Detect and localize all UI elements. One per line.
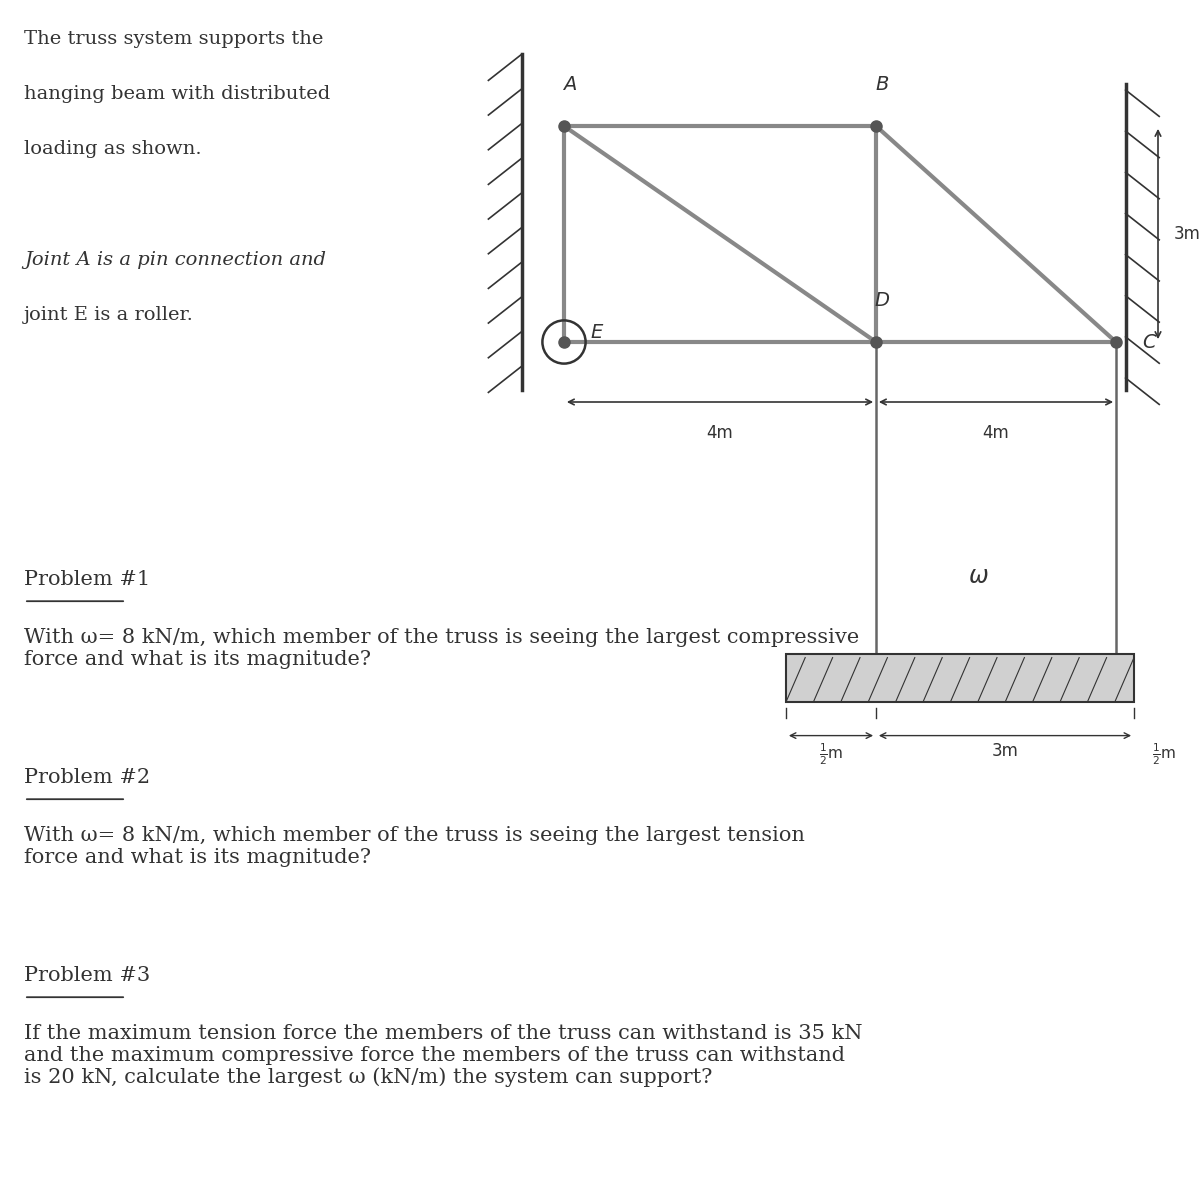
Text: $\frac{1}{2}$m: $\frac{1}{2}$m (818, 742, 844, 767)
Text: If the maximum tension force the members of the truss can withstand is 35 kN
and: If the maximum tension force the members… (24, 1024, 863, 1087)
Text: D: D (875, 290, 889, 310)
Text: hanging beam with distributed: hanging beam with distributed (24, 85, 330, 103)
Text: 3m: 3m (1174, 226, 1200, 242)
Text: 4m: 4m (983, 424, 1009, 442)
Text: Problem #2: Problem #2 (24, 768, 150, 787)
Text: joint E is a roller.: joint E is a roller. (24, 306, 194, 324)
Text: Problem #1: Problem #1 (24, 570, 150, 589)
Text: A: A (563, 74, 577, 94)
Text: 4m: 4m (707, 424, 733, 442)
Bar (786, 654, 1134, 702)
Text: Joint A is a pin connection and: Joint A is a pin connection and (24, 251, 326, 269)
Text: The truss system supports the: The truss system supports the (24, 30, 323, 48)
Text: B: B (875, 74, 889, 94)
Text: $\omega$: $\omega$ (967, 564, 989, 588)
Text: With ω= 8 kN/m, which member of the truss is seeing the largest compressive
forc: With ω= 8 kN/m, which member of the trus… (24, 628, 859, 668)
Text: Problem #3: Problem #3 (24, 966, 150, 985)
Text: C: C (1142, 332, 1156, 352)
Text: With ω= 8 kN/m, which member of the truss is seeing the largest tension
force an: With ω= 8 kN/m, which member of the trus… (24, 826, 805, 866)
Text: E: E (590, 323, 602, 342)
Text: $\frac{1}{2}$m: $\frac{1}{2}$m (1152, 742, 1176, 767)
Text: 3m: 3m (991, 742, 1019, 760)
Text: loading as shown.: loading as shown. (24, 140, 202, 158)
